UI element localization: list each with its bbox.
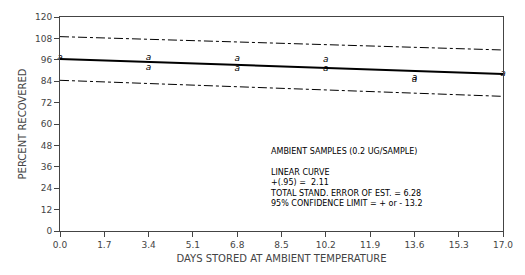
svg-text:48: 48 [41, 141, 53, 151]
svg-text:0: 0 [46, 226, 52, 236]
svg-text:5.1: 5.1 [186, 240, 200, 250]
svg-text:17.0: 17.0 [493, 240, 513, 250]
svg-text:120: 120 [35, 12, 52, 22]
svg-text:a: a [412, 72, 418, 82]
svg-text:a: a [234, 53, 240, 63]
svg-text:a: a [146, 52, 152, 62]
svg-text:0.0: 0.0 [53, 240, 68, 250]
svg-text:15.3: 15.3 [449, 240, 469, 250]
svg-text:a: a [234, 63, 240, 73]
svg-text:108: 108 [35, 34, 52, 44]
svg-text:84: 84 [41, 76, 53, 86]
svg-text:a: a [57, 52, 63, 62]
svg-text:96: 96 [41, 55, 53, 65]
svg-text:10.2: 10.2 [316, 240, 336, 250]
svg-text:a: a [323, 54, 329, 64]
svg-text:a: a [146, 62, 152, 72]
svg-text:a: a [412, 74, 418, 84]
svg-text:60: 60 [41, 119, 53, 129]
svg-text:3.4: 3.4 [141, 240, 156, 250]
svg-text:11.9: 11.9 [360, 240, 380, 250]
svg-text:8.5: 8.5 [274, 240, 288, 250]
svg-text:13.6: 13.6 [404, 240, 424, 250]
svg-text:1.7: 1.7 [97, 240, 111, 250]
svg-text:a: a [500, 68, 506, 78]
svg-text:a: a [323, 63, 329, 73]
svg-text:72: 72 [41, 98, 52, 108]
svg-text:36: 36 [41, 162, 53, 172]
svg-text:12: 12 [41, 205, 52, 215]
svg-text:PERCENT RECOVERED: PERCENT RECOVERED [17, 68, 28, 179]
svg-text:24: 24 [41, 183, 53, 193]
svg-text:AMBIENT SAMPLES (0.2 UG/SAMPLE: AMBIENT SAMPLES (0.2 UG/SAMPLE)LINEAR CU… [270, 147, 423, 208]
svg-text:DAYS STORED AT AMBIENT TEMPERA: DAYS STORED AT AMBIENT TEMPERATURE [176, 253, 386, 264]
svg-text:6.8: 6.8 [230, 240, 245, 250]
